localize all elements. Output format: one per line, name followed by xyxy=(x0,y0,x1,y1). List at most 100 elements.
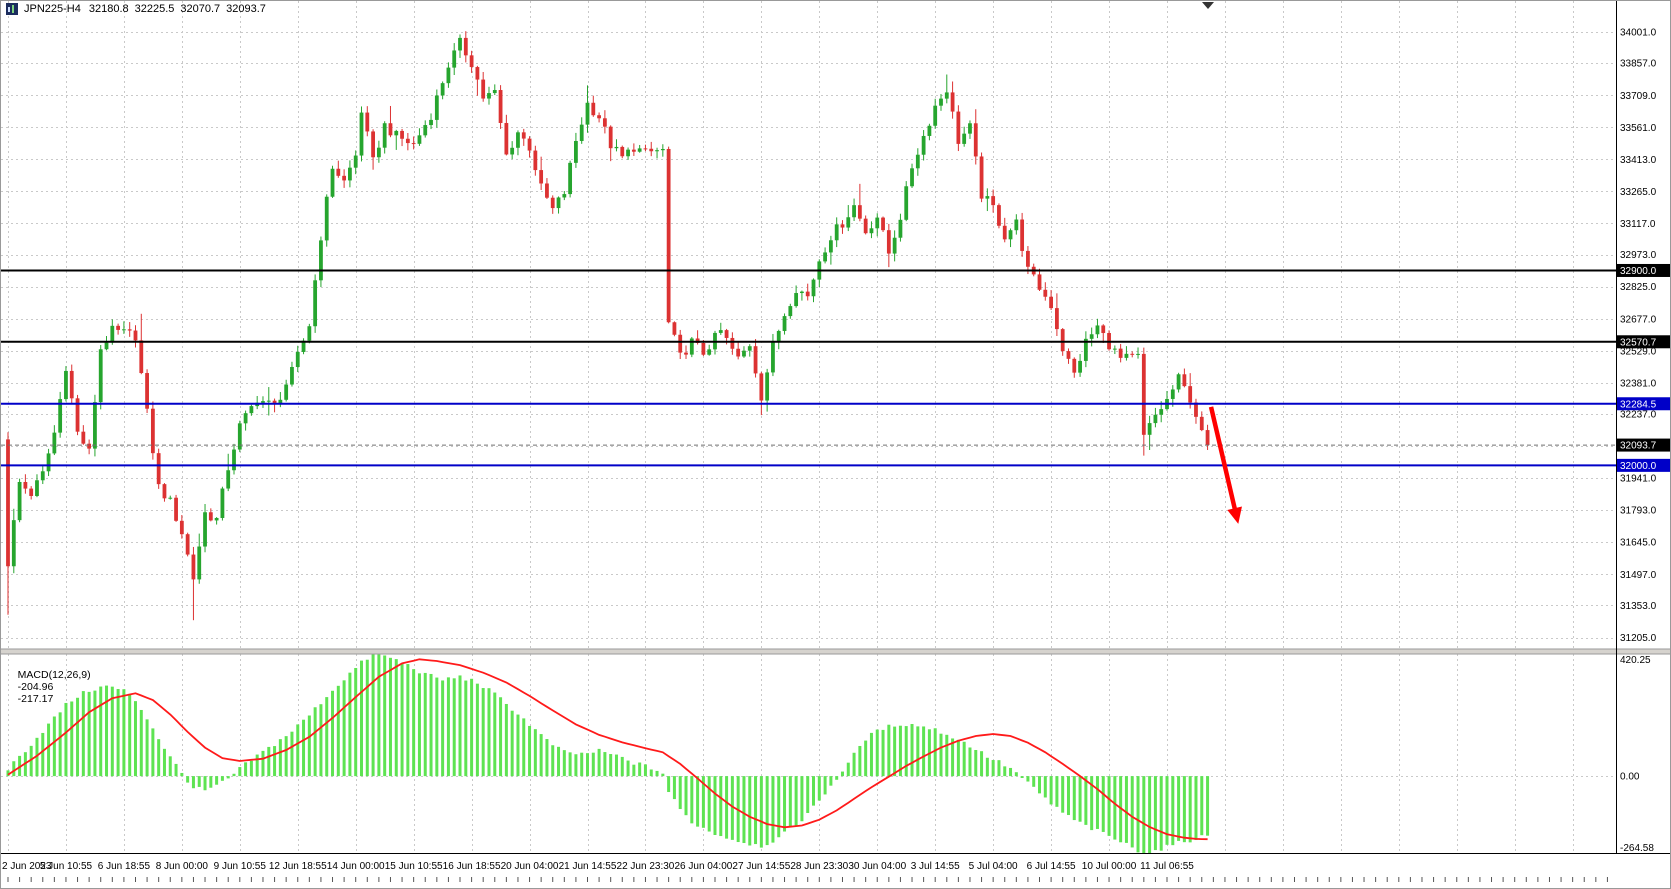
macd-bar xyxy=(898,725,902,777)
macd-bar xyxy=(638,762,642,777)
macd-bar xyxy=(191,776,195,789)
candle-body xyxy=(434,95,439,120)
candle-body xyxy=(1078,360,1082,373)
macd-bar xyxy=(533,729,537,777)
macd-bar xyxy=(713,776,717,835)
candle-body xyxy=(1124,353,1129,358)
macd-bar xyxy=(962,741,966,777)
candle-body xyxy=(278,399,283,405)
candle-body xyxy=(336,168,341,176)
candle-body xyxy=(1130,353,1135,355)
macd-bar xyxy=(354,667,358,777)
candle-body xyxy=(40,471,45,481)
macd-bar xyxy=(922,726,926,777)
macd-bar xyxy=(562,750,566,777)
candle-body xyxy=(805,291,810,297)
macd-bar xyxy=(116,689,120,777)
candle-body xyxy=(840,224,845,228)
candle-body xyxy=(695,338,700,343)
macd-bar xyxy=(1107,776,1111,836)
macd-bar xyxy=(580,752,584,777)
hline-price-label-bg xyxy=(1617,335,1670,349)
chart-icon xyxy=(6,3,18,15)
trend-arrow[interactable] xyxy=(1208,406,1238,514)
candle-body xyxy=(985,196,990,199)
macd-bar xyxy=(296,724,300,777)
macd-bar xyxy=(400,663,404,777)
candle-body xyxy=(1136,353,1140,355)
trend-arrow-head[interactable] xyxy=(1227,506,1242,524)
macd-bar xyxy=(1038,776,1042,794)
macd-bar xyxy=(690,776,694,824)
candle-body xyxy=(411,143,416,145)
hline-price-label: 32000.0 xyxy=(1620,461,1657,472)
candle-body xyxy=(156,453,161,485)
macd-bar xyxy=(985,757,989,777)
candle-body xyxy=(718,330,723,333)
candle-body xyxy=(1060,329,1065,352)
time-axis-label: 14 Jun 00:00 xyxy=(327,861,385,872)
macd-bar xyxy=(58,712,62,777)
candle-body xyxy=(950,92,955,112)
candle-body xyxy=(1153,414,1158,424)
macd-bar xyxy=(99,686,103,777)
candle-body xyxy=(110,325,115,343)
macd-bar xyxy=(777,776,781,838)
candle-body xyxy=(782,316,787,331)
macd-bar xyxy=(1026,776,1030,782)
macd-bar xyxy=(307,715,311,777)
macd-bar xyxy=(145,719,149,777)
macd-bar xyxy=(1009,767,1013,777)
candle-body xyxy=(1014,219,1019,231)
macd-bar xyxy=(417,673,421,777)
macd-bar xyxy=(678,776,682,810)
candle-body xyxy=(585,102,590,125)
candle-body xyxy=(179,520,184,535)
candle-body xyxy=(353,155,358,168)
macd-bar xyxy=(667,776,671,793)
candle-body xyxy=(579,124,584,141)
candle-body xyxy=(365,112,370,132)
candle-body xyxy=(521,132,526,139)
macd-bar xyxy=(788,776,792,828)
candle-body xyxy=(58,399,63,433)
macd-bar xyxy=(325,697,329,777)
candle-body xyxy=(463,37,468,56)
candle-body xyxy=(481,79,486,99)
time-axis-label: 2 Jun 2023 xyxy=(2,861,52,872)
candle-body xyxy=(631,149,636,152)
macd-bar xyxy=(933,728,937,777)
candle-body xyxy=(492,90,497,94)
macd-bar xyxy=(655,770,659,777)
macd-bar xyxy=(342,680,346,777)
panel-separator[interactable] xyxy=(0,648,1671,655)
macd-bar xyxy=(800,776,804,822)
macd-bar xyxy=(76,697,80,777)
macd-bar xyxy=(1148,776,1152,853)
candle-body xyxy=(249,406,254,414)
macd-bar xyxy=(916,726,920,777)
candle-body xyxy=(701,342,706,355)
candle-body xyxy=(400,130,404,139)
macd-bar xyxy=(383,655,387,777)
macd-bar xyxy=(812,776,816,806)
price-axis[interactable]: 34001.0 33857.0 33709.0 33561.0 33413.0 33265… xyxy=(1617,28,1670,644)
candle-body xyxy=(568,162,573,195)
candle-body xyxy=(597,115,601,119)
macd-bar xyxy=(1032,776,1036,787)
candle-body xyxy=(319,240,323,281)
candle-body xyxy=(991,196,996,206)
macd-bar xyxy=(707,776,711,832)
macd-bar xyxy=(632,764,636,777)
macd-bar xyxy=(388,657,392,777)
macd-bar xyxy=(6,770,10,777)
candle-body xyxy=(846,217,851,228)
macd-bar xyxy=(620,756,624,777)
candle-body xyxy=(133,330,138,341)
candle-body xyxy=(417,135,422,144)
macd-bar xyxy=(991,760,995,777)
macd-bar xyxy=(1072,776,1076,821)
